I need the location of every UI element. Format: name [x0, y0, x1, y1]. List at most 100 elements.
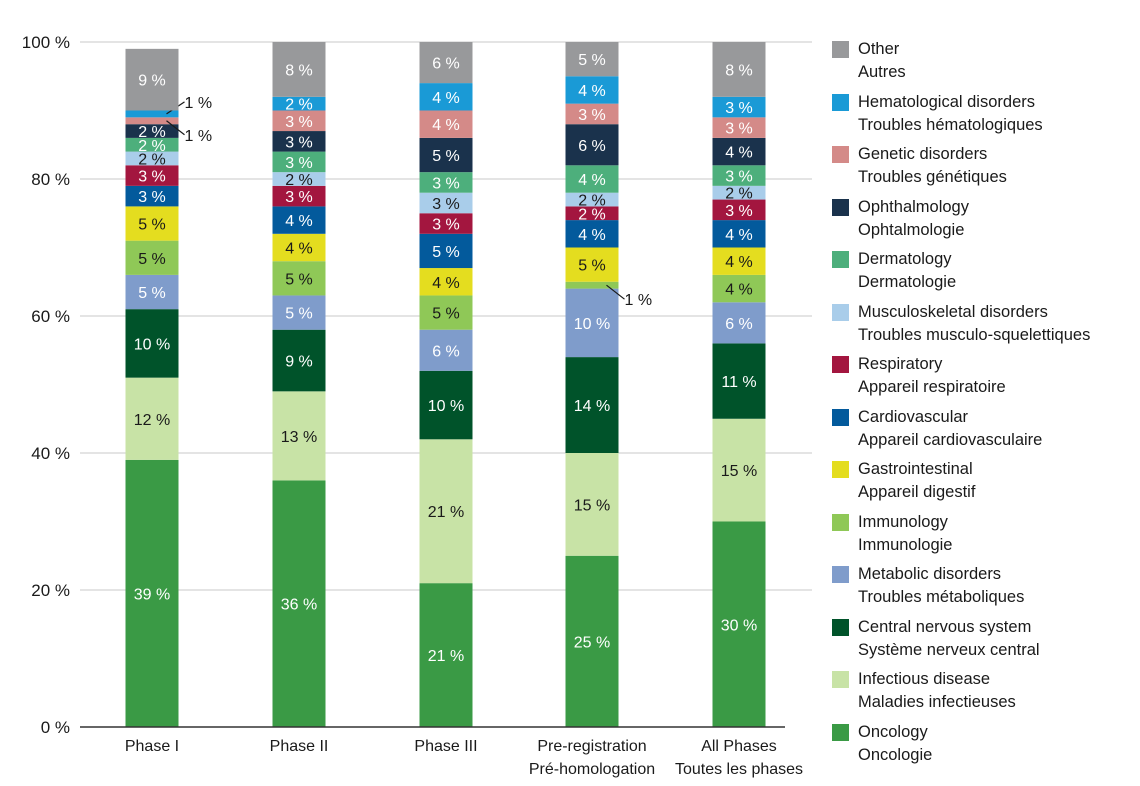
legend-item: Ophthalmology Ophtalmologie: [832, 196, 1140, 249]
bar-segment: [272, 42, 326, 97]
bar-segment: [125, 206, 179, 241]
data-label: 2 %: [138, 151, 166, 168]
legend-swatch: [832, 41, 849, 58]
bar-segment: [125, 48, 179, 111]
bar-segment: [419, 172, 473, 193]
bar-segment: [712, 343, 766, 419]
bar-segment: [565, 220, 619, 248]
bar-segment: [272, 391, 326, 481]
data-label: 3 %: [432, 196, 460, 213]
bar-segment: [125, 117, 179, 125]
data-label: 2 %: [578, 193, 606, 210]
data-label: 3 %: [138, 189, 166, 206]
bar-segment: [419, 233, 473, 269]
bar-segment: [125, 274, 179, 310]
legend-label-fr: Oncologie: [858, 745, 933, 764]
bar-segment: [712, 42, 766, 97]
legend-label-en: Metabolic disorders: [858, 565, 1002, 583]
legend-item: Respiratory Appareil respiratoire: [832, 353, 1140, 406]
bar-segment: [419, 295, 473, 330]
legend-label-fr: Appareil respiratoire: [858, 378, 1006, 396]
data-label: 13 %: [281, 429, 317, 446]
legend-label: Central nervous system Système nerveux ce…: [858, 616, 1040, 662]
legend-swatch: [832, 513, 849, 531]
data-label: 3 %: [285, 189, 313, 206]
legend-item: Other Autres: [832, 38, 1140, 91]
bars: 39 %12 %10 %5 %5 %5 %3 %3 %2 %2 %2 % 1 %1…: [125, 42, 766, 727]
data-label: 4 %: [725, 254, 753, 271]
bar-segment: [125, 165, 179, 186]
y-tick-label: 40 %: [31, 444, 70, 463]
legend-label-en: Other: [858, 40, 900, 58]
data-label: 39 %: [134, 586, 170, 603]
bar-segment: [125, 185, 179, 207]
legend-label: Gastrointestinal Appareil digestif: [858, 458, 975, 504]
bar-stack: 25 % 15 % 14 % 10 % 1 % 5 % 4 % 2 %2 % 4 % 6 % 3 %…: [565, 42, 652, 727]
bar-segment: [125, 124, 179, 138]
data-label: 5 %: [578, 258, 606, 275]
data-label: 6 %: [432, 56, 460, 73]
legend-label-fr: Troubles génétiques: [858, 168, 1007, 186]
bar-stack: 30 %15 %11 %6 %4 %4 %4 %3 %2 %3 %4 %3 %3…: [712, 42, 766, 727]
bar-segment: [712, 165, 766, 186]
data-label: 12 %: [134, 412, 170, 429]
legend-swatch: [832, 408, 849, 426]
legend: Other Autres Hematological disorders Troubl…: [832, 38, 1140, 773]
bar-segment: [125, 151, 179, 166]
data-label: 4 %: [725, 227, 753, 244]
bar-segment: [272, 480, 326, 727]
bar-segment: [419, 583, 473, 727]
bar-segment: [272, 206, 326, 234]
legend-label-en: Gastrointestinal: [858, 460, 973, 478]
legend-swatch: [832, 146, 849, 163]
data-label: 3 %: [432, 217, 460, 234]
legend-label-fr: Système nerveux central: [858, 640, 1040, 659]
legend-label-en: Oncology: [858, 722, 928, 741]
data-label: 4 %: [432, 90, 460, 107]
bar-segment: [419, 439, 473, 584]
bar-segment: [125, 377, 179, 460]
bar-segment: [419, 42, 473, 84]
bar-segment: [565, 288, 619, 358]
legend-label: Ophthalmology Ophtalmologie: [858, 196, 969, 242]
x-tick-label: Pre-registration: [537, 738, 646, 755]
data-label: 2 %: [285, 172, 313, 189]
bar-segment: [125, 137, 179, 152]
legend-label: Genetic disorders Troubles génétiques: [858, 143, 1007, 189]
data-label: 8 %: [285, 62, 313, 79]
legend-item: Gastrointestinal Appareil digestif: [832, 458, 1140, 511]
legend-swatch: [832, 251, 849, 268]
bar-segment: [272, 96, 326, 111]
data-label: 8 %: [725, 62, 753, 79]
legend-label-en: Genetic disorders: [858, 145, 988, 163]
bar-segment: [565, 192, 619, 207]
data-label: 5 %: [432, 306, 460, 323]
data-label: 21 %: [428, 648, 464, 665]
data-label: 15 %: [574, 497, 610, 514]
bar-segment: [565, 453, 619, 556]
bar-segment: [712, 302, 766, 344]
data-label: 3 %: [138, 169, 166, 186]
legend-label: Hematological disorders Troubles hématolo…: [858, 91, 1043, 137]
legend-label-fr: Immunologie: [858, 535, 953, 554]
bar-segment: [712, 199, 766, 221]
bar-segment: [419, 329, 473, 371]
legend-swatch: [832, 93, 849, 111]
x-tick-label: Phase III: [414, 738, 477, 755]
bar-segment: [272, 110, 326, 132]
data-label: 15 %: [721, 463, 757, 480]
bar-segment: [712, 185, 766, 200]
legend-swatch: [832, 566, 849, 583]
data-label: 10 %: [574, 316, 610, 333]
legend-item: Oncology Oncologie: [832, 721, 1140, 774]
x-tick-label-secondary: Pré-homologation: [529, 761, 655, 778]
bar-segment: [125, 240, 179, 275]
bar-segment: [272, 233, 326, 262]
y-tick-label: 100 %: [22, 33, 70, 52]
data-label: 6 %: [432, 343, 460, 360]
bar-stack: 21 % 21 % 10 % 6 % 5 % 4 % 5 % 3 % 3 % 3 % 5 % 4 % 4…: [419, 42, 473, 727]
data-label: 1 %: [185, 95, 213, 112]
bar-segment: [419, 370, 473, 440]
x-tick-label-secondary: Toutes les phases: [675, 761, 803, 778]
data-label: 9 %: [138, 73, 166, 90]
